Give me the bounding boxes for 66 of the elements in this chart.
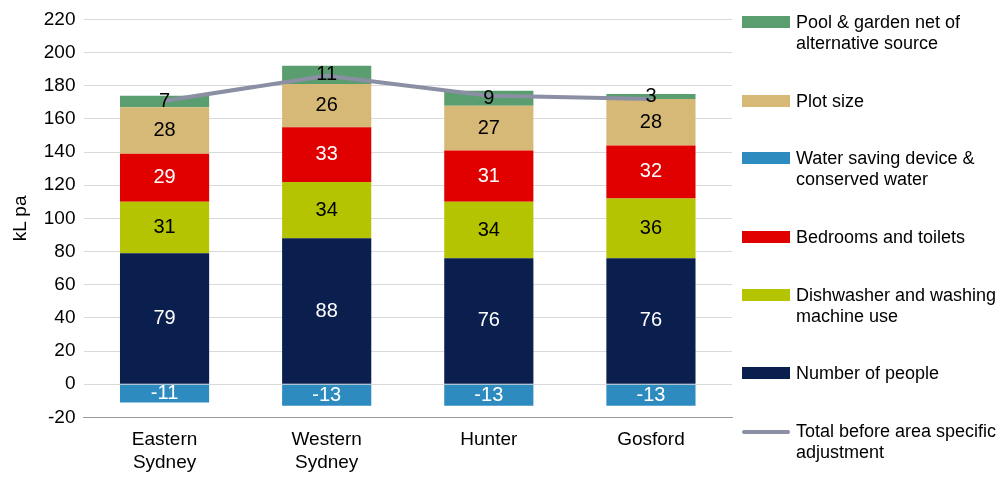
- bar: [606, 145, 696, 199]
- legend-label: Total before area specific adjustment: [796, 420, 998, 463]
- data-label: 76: [477, 308, 500, 331]
- y-tick-label: 0: [64, 372, 76, 394]
- data-label: 36: [639, 215, 663, 238]
- data-label: 31: [153, 215, 176, 238]
- y-tick-label: 220: [43, 7, 76, 29]
- y-tick-label: 80: [54, 239, 76, 261]
- data-label: 11: [316, 62, 338, 85]
- y-axis-title: kL pa: [8, 195, 30, 242]
- y-tick-label: 20: [54, 339, 76, 361]
- data-label: 34: [477, 217, 500, 240]
- data-label: 7: [159, 89, 171, 111]
- data-label: 32: [639, 159, 663, 182]
- bar: [444, 201, 534, 259]
- data-label: 88: [315, 298, 338, 321]
- data-label: -11: [150, 381, 179, 404]
- x-tick-label: Western Sydney: [291, 428, 362, 472]
- bar: [282, 84, 372, 128]
- data-label: 26: [315, 93, 338, 116]
- legend-label: Plot size: [796, 90, 865, 112]
- data-label: 28: [153, 118, 176, 141]
- bar: [119, 153, 210, 202]
- bar: [282, 384, 372, 406]
- data-label: 9: [483, 85, 495, 108]
- data-label: 34: [315, 197, 338, 220]
- data-label: 33: [315, 142, 338, 165]
- bar: [606, 384, 696, 406]
- x-tick-label: Eastern Sydney: [131, 428, 198, 472]
- bar: [606, 258, 696, 384]
- y-tick-label: 140: [43, 140, 76, 162]
- data-label: 29: [153, 165, 176, 188]
- bar: [119, 201, 210, 254]
- bar: [119, 107, 210, 154]
- y-tick-label: 120: [43, 173, 76, 195]
- legend-label: Pool & garden net of alternative source: [796, 12, 962, 54]
- data-label: 79: [153, 305, 176, 328]
- legend-label: Water saving device & conserved water: [796, 148, 976, 191]
- bar: [282, 127, 372, 182]
- legend-label: Number of people: [796, 363, 940, 385]
- bar: [282, 238, 372, 384]
- legend-label: Dishwasher and washing machine use: [796, 284, 998, 327]
- data-label: 27: [477, 115, 500, 138]
- data-label: -13: [312, 382, 342, 405]
- y-tick-label: 40: [54, 306, 76, 328]
- bar: [444, 105, 534, 151]
- bar: [606, 198, 696, 259]
- bar: [119, 253, 210, 384]
- data-label: 28: [639, 109, 663, 132]
- y-tick-label: -20: [48, 405, 76, 427]
- bar: [444, 150, 534, 202]
- x-tick-label: Gosford: [617, 428, 685, 450]
- bar: [444, 384, 534, 406]
- y-tick-label: 100: [43, 206, 76, 228]
- x-tick-label: Hunter: [460, 428, 518, 450]
- bar: [444, 258, 534, 384]
- y-tick-label: 200: [43, 40, 76, 62]
- y-tick-label: 60: [54, 272, 76, 294]
- data-label: -13: [636, 382, 666, 405]
- data-label: 76: [639, 308, 663, 331]
- bar: [282, 181, 372, 239]
- y-tick-label: 160: [43, 107, 76, 129]
- y-tick-label: 180: [43, 73, 76, 95]
- data-label: 31: [477, 163, 500, 186]
- legend-label: Bedrooms and toilets: [796, 226, 966, 248]
- data-label: -13: [474, 382, 504, 405]
